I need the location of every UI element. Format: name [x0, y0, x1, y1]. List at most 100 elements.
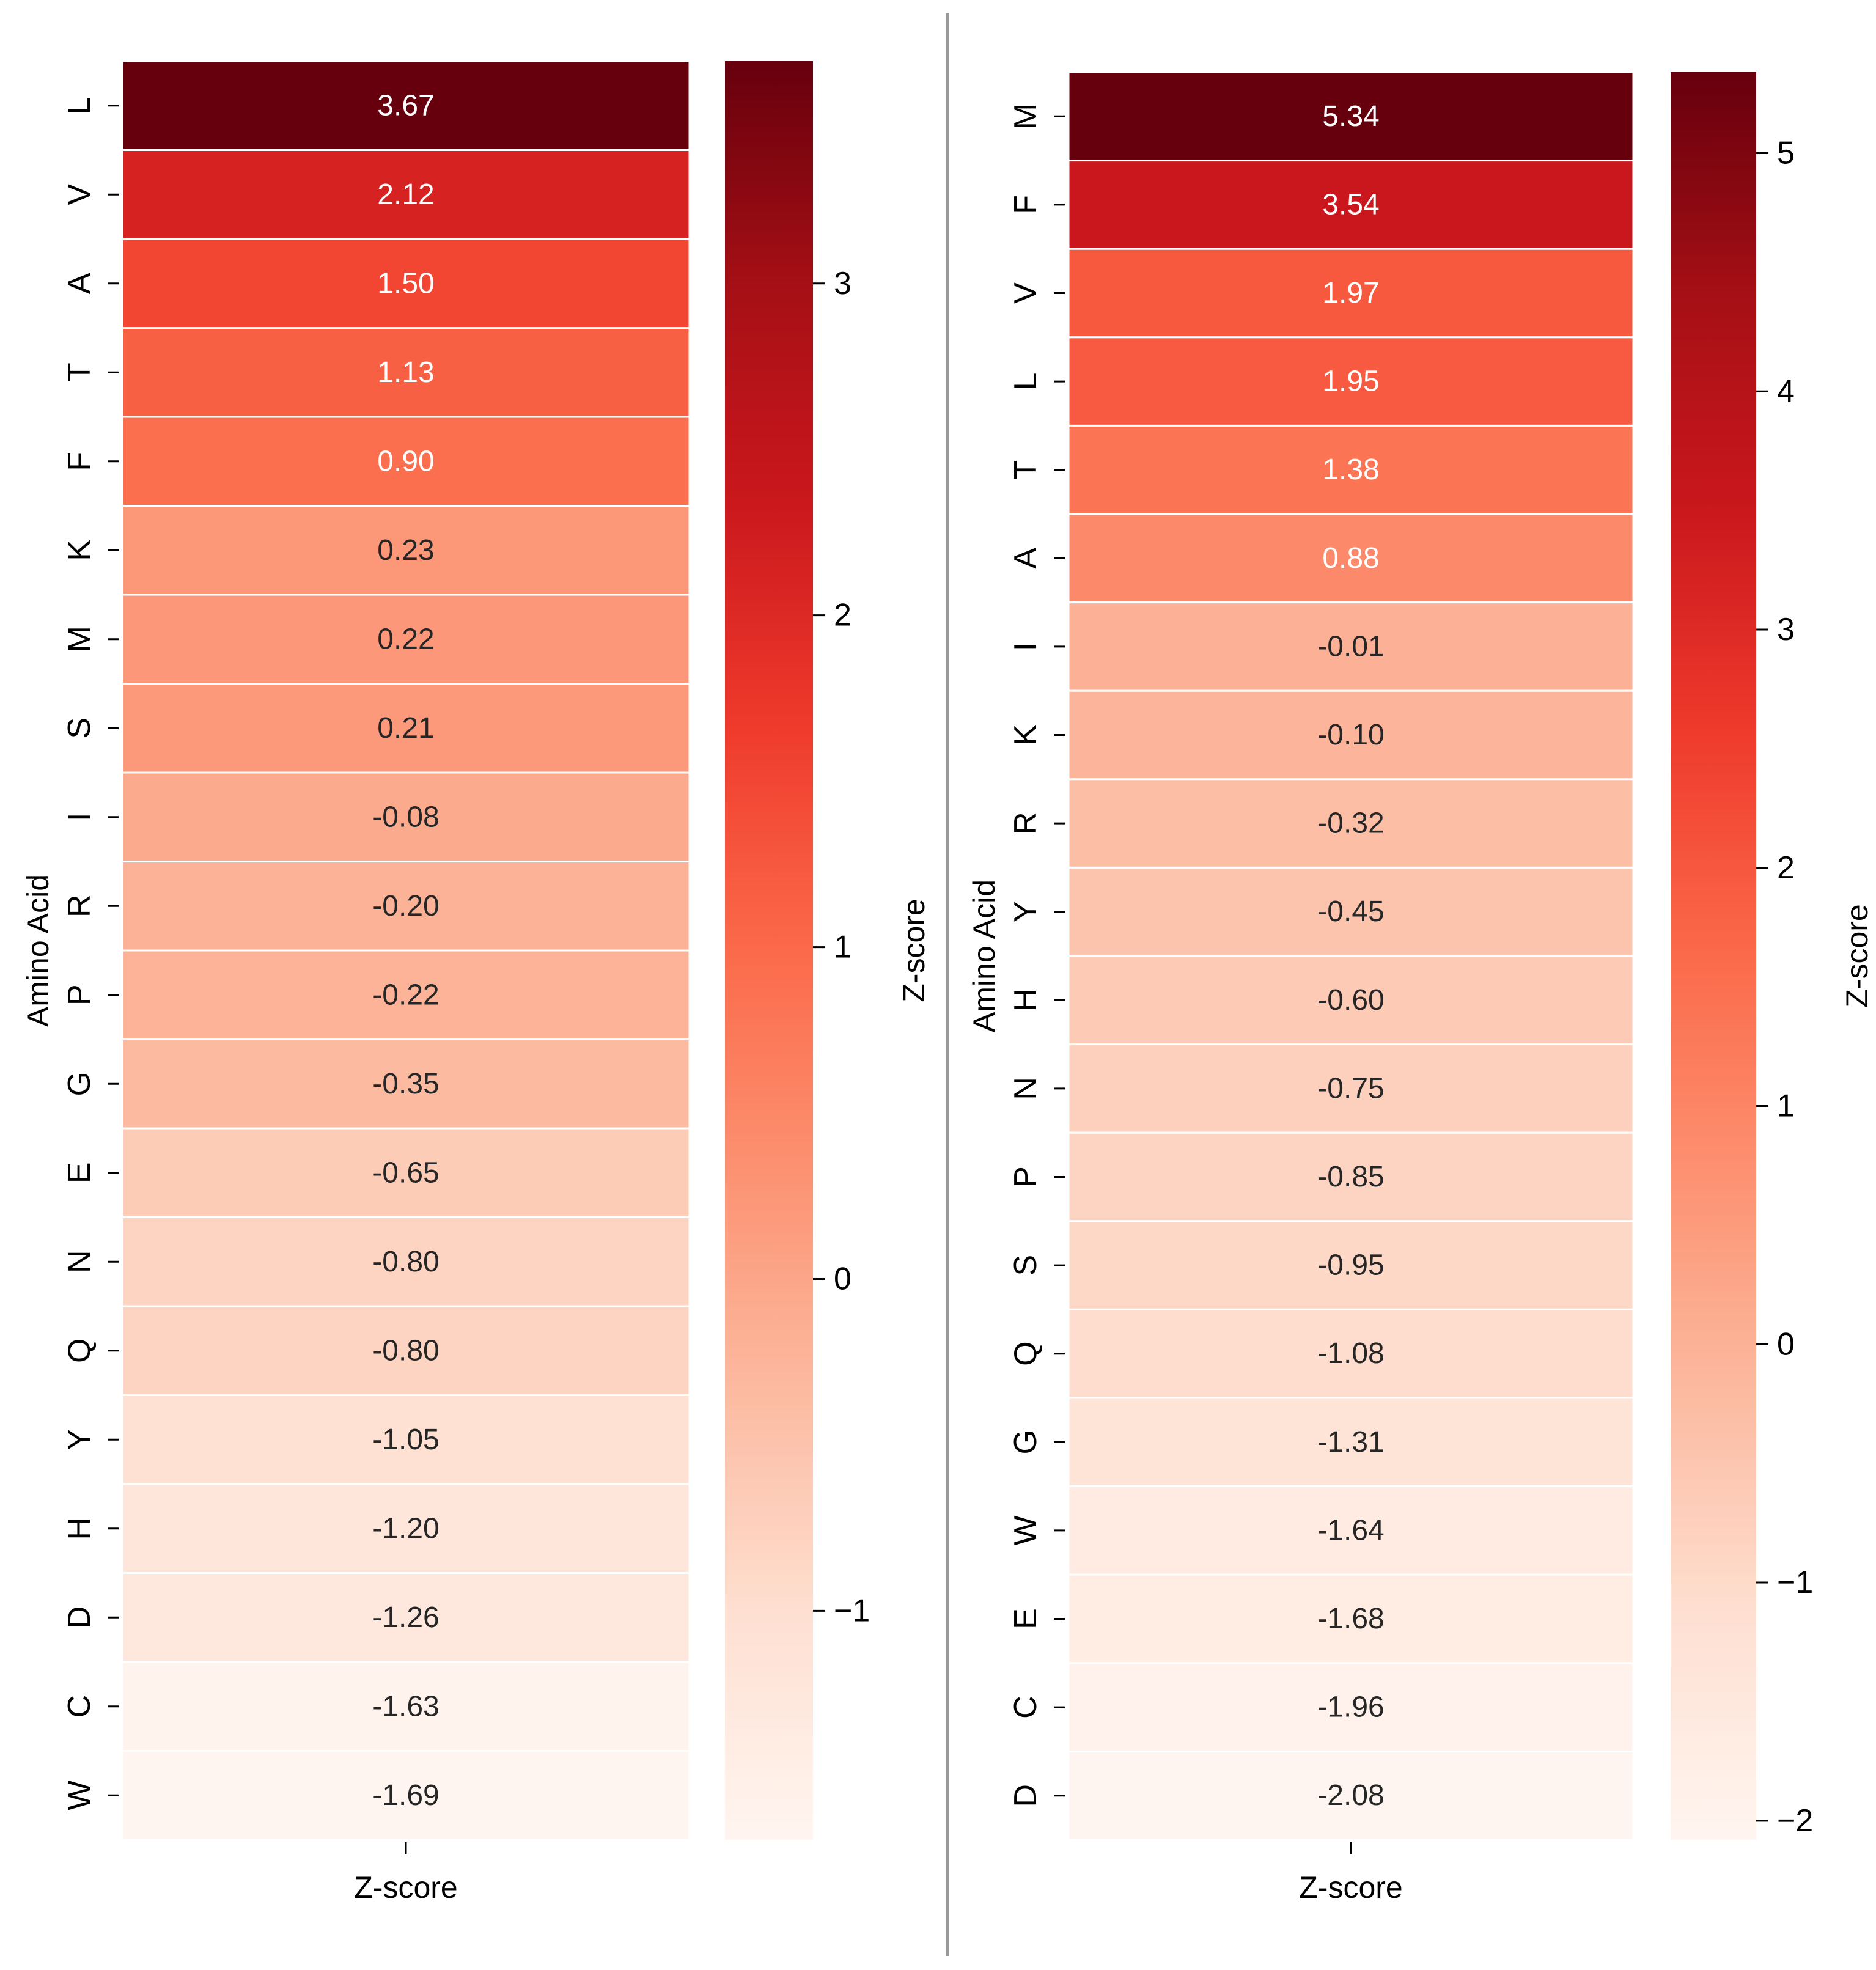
- y-tick-label: H: [1008, 989, 1043, 1012]
- cell-value-label: -0.80: [372, 1334, 439, 1367]
- y-tick-label: L: [62, 97, 97, 114]
- cell-value-label: -1.96: [1317, 1691, 1384, 1724]
- cell-value-label: 5.34: [1322, 100, 1379, 133]
- heatmap-cell-G: [1067, 1397, 1635, 1488]
- cell-value-label: 1.97: [1322, 277, 1379, 309]
- colorbar-tick-label: 0: [834, 1261, 852, 1296]
- y-tick-label: W: [1008, 1515, 1043, 1545]
- heatmap-cell-M: [121, 594, 691, 685]
- cell-value-label: -1.20: [372, 1512, 439, 1545]
- cell-value-label: 0.23: [377, 534, 434, 567]
- heatmap-cell-A: [1067, 513, 1635, 604]
- heatmap-cell-F: [121, 416, 691, 507]
- cell-value-label: -0.45: [1317, 895, 1384, 928]
- cell-value-label: -0.22: [372, 979, 439, 1011]
- y-tick-label: P: [1008, 1166, 1043, 1188]
- cell-value-label: 0.21: [377, 712, 434, 744]
- cell-value-label: -1.63: [372, 1690, 439, 1722]
- y-tick-label: C: [62, 1695, 97, 1718]
- cell-value-label: 0.90: [377, 445, 434, 477]
- y-tick-label: I: [1008, 642, 1043, 651]
- heatmap-cell-W: [121, 1750, 691, 1841]
- y-tick-label: A: [1008, 548, 1043, 569]
- heatmap-cell-W: [1067, 1485, 1635, 1576]
- y-tick-label: S: [1008, 1255, 1043, 1276]
- cell-value-label: -2.08: [1317, 1779, 1384, 1812]
- y-tick-label: R: [62, 894, 97, 917]
- colorbar-tick-label: 5: [1777, 136, 1795, 171]
- heatmap-cell-N: [1067, 1043, 1635, 1134]
- cell-value-label: -0.20: [372, 890, 439, 922]
- heatmap-cell-Q: [1067, 1308, 1635, 1399]
- cell-value-label: -0.95: [1317, 1249, 1384, 1282]
- heatmap-cell-V: [121, 149, 691, 240]
- y-tick-label: R: [1008, 812, 1043, 835]
- y-tick-label: G: [1008, 1430, 1043, 1454]
- colorbar-tick-label: −1: [1777, 1565, 1813, 1600]
- heatmap-cell-D: [1067, 1750, 1635, 1841]
- cell-value-label: 0.22: [377, 623, 434, 655]
- heatmap-cell-V: [1067, 248, 1635, 339]
- y-tick-label: G: [62, 1071, 97, 1096]
- heatmap-cell-S: [1067, 1220, 1635, 1310]
- y-tick-label: E: [1008, 1608, 1043, 1630]
- cell-value-label: -0.32: [1317, 807, 1384, 840]
- y-tick-label: K: [62, 540, 97, 561]
- cell-value-label: 2.12: [377, 178, 434, 211]
- cell-value-label: -0.08: [372, 801, 439, 833]
- heatmap-cell-E: [1067, 1573, 1635, 1664]
- cell-value-label: -1.69: [372, 1779, 439, 1812]
- heatmap-cell-R: [1067, 778, 1635, 869]
- colorbar: [725, 61, 813, 1840]
- cell-value-label: -1.26: [372, 1601, 439, 1634]
- cell-value-label: -0.65: [372, 1156, 439, 1189]
- heatmap-cell-H: [121, 1483, 691, 1574]
- heatmap-cell-S: [121, 683, 691, 774]
- left-heatmap-panel: 3.67 L 2.12 V 1.50 A 1.13 T 0.90 F 0.23 K 0.22 M 0.21 S…: [21, 60, 931, 1905]
- heatmap-cell-K: [121, 505, 691, 596]
- y-tick-label: E: [62, 1162, 97, 1183]
- y-tick-label: Y: [62, 1429, 97, 1450]
- heatmap-cell-K: [1067, 689, 1635, 781]
- cell-value-label: -1.08: [1317, 1337, 1384, 1370]
- y-tick-label: N: [1008, 1077, 1043, 1100]
- heatmap-cell-N: [121, 1216, 691, 1307]
- y-tick-label: T: [1008, 460, 1043, 480]
- cell-value-label: 1.38: [1322, 454, 1379, 486]
- colorbar-title: Z-score: [897, 899, 931, 1002]
- cell-value-label: -1.05: [372, 1424, 439, 1456]
- y-tick-label: F: [62, 452, 97, 471]
- y-tick-label: S: [62, 718, 97, 739]
- cell-value-label: 0.88: [1322, 542, 1379, 575]
- heatmap-cell-M: [1067, 71, 1635, 162]
- colorbar-tick-label: 1: [834, 930, 852, 965]
- heatmap-cell-C: [1067, 1662, 1635, 1752]
- heatmap-cell-G: [121, 1038, 691, 1130]
- y-tick-label: H: [62, 1517, 97, 1540]
- y-axis-title: Amino Acid: [967, 880, 1001, 1032]
- heatmap-cell-H: [1067, 955, 1635, 1046]
- y-tick-label: M: [1008, 103, 1043, 130]
- heatmap-cell-C: [121, 1661, 691, 1752]
- y-tick-label: W: [62, 1781, 97, 1810]
- colorbar-tick-label: 3: [1777, 612, 1795, 647]
- colorbar: [1671, 72, 1756, 1840]
- heatmap-cell-Q: [121, 1305, 691, 1396]
- y-tick-label: Q: [62, 1339, 97, 1363]
- y-tick-label: D: [62, 1606, 97, 1629]
- y-tick-label: M: [62, 626, 97, 652]
- colorbar-tick-label: 1: [1777, 1089, 1795, 1124]
- colorbar-tick-label: −2: [1777, 1803, 1813, 1839]
- y-tick-label: L: [1008, 373, 1043, 391]
- cell-value-label: 1.50: [377, 267, 434, 300]
- y-tick-label: Y: [1008, 901, 1043, 922]
- colorbar-tick-label: 2: [1777, 850, 1795, 886]
- y-tick-label: A: [62, 273, 97, 294]
- heatmap-cell-P: [121, 949, 691, 1040]
- y-tick-label: D: [1008, 1784, 1043, 1807]
- y-axis-title: Amino Acid: [21, 874, 55, 1027]
- colorbar-tick-label: 0: [1777, 1326, 1795, 1362]
- cell-value-label: -0.60: [1317, 984, 1384, 1016]
